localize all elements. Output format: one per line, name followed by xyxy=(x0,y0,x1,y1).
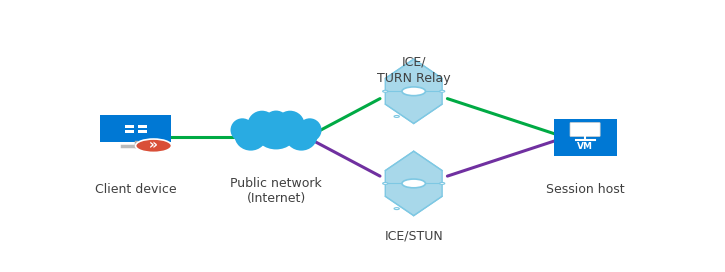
Circle shape xyxy=(402,87,426,96)
FancyBboxPatch shape xyxy=(570,122,600,137)
FancyBboxPatch shape xyxy=(100,115,171,141)
FancyBboxPatch shape xyxy=(125,130,133,133)
Text: Client device: Client device xyxy=(95,183,176,196)
Text: »: » xyxy=(149,138,158,152)
FancyBboxPatch shape xyxy=(138,130,146,133)
Ellipse shape xyxy=(263,110,289,136)
Circle shape xyxy=(383,183,388,184)
Polygon shape xyxy=(385,151,442,216)
Polygon shape xyxy=(385,59,442,123)
Circle shape xyxy=(439,90,444,92)
Circle shape xyxy=(394,116,399,118)
Text: ICE/
TURN Relay: ICE/ TURN Relay xyxy=(377,56,450,85)
FancyBboxPatch shape xyxy=(125,125,133,128)
Ellipse shape xyxy=(276,111,304,140)
Ellipse shape xyxy=(231,118,254,142)
Circle shape xyxy=(402,179,426,188)
Text: VM: VM xyxy=(577,142,593,151)
Circle shape xyxy=(383,90,388,92)
FancyBboxPatch shape xyxy=(138,125,146,128)
Circle shape xyxy=(136,139,172,152)
Text: ICE/STUN: ICE/STUN xyxy=(384,230,443,243)
Ellipse shape xyxy=(298,118,322,142)
FancyBboxPatch shape xyxy=(554,119,616,156)
Ellipse shape xyxy=(234,120,267,151)
Ellipse shape xyxy=(247,111,277,140)
Ellipse shape xyxy=(255,115,297,149)
Text: Session host: Session host xyxy=(546,183,624,196)
Circle shape xyxy=(394,208,399,210)
Circle shape xyxy=(439,183,444,184)
Text: Public network
(Internet): Public network (Internet) xyxy=(230,177,322,205)
Ellipse shape xyxy=(285,120,318,151)
